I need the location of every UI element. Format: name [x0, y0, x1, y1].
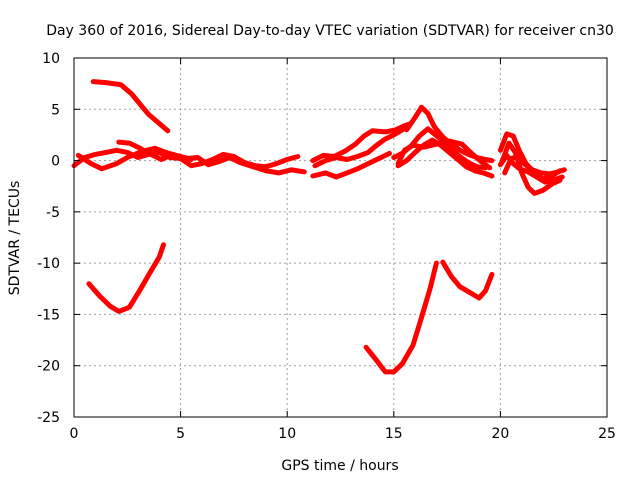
- series-line: [310, 121, 414, 164]
- series-line: [310, 150, 392, 180]
- series-line: [71, 147, 301, 170]
- data-series: [71, 79, 567, 375]
- y-tick-label: 5: [51, 102, 60, 118]
- axis-ticks: [73, 57, 608, 418]
- y-tick-label: -25: [37, 410, 60, 426]
- y-tick-label: -10: [37, 256, 60, 272]
- x-tick-label: 20: [491, 426, 509, 442]
- grid-lines: [74, 58, 607, 417]
- y-tick-label: 10: [42, 51, 60, 67]
- x-tick-label: 10: [278, 426, 296, 442]
- series-line: [90, 79, 171, 134]
- x-tick-label: 25: [598, 426, 616, 442]
- series-line: [395, 137, 495, 179]
- x-tick-label: 5: [176, 426, 185, 442]
- y-tick-label: 0: [51, 154, 60, 170]
- series-line: [363, 260, 439, 375]
- series-line: [395, 138, 493, 171]
- x-tick-label: 15: [385, 426, 403, 442]
- tick-labels: 0 5 10 15 20 25 -25 -20 -15 -10 -5 0 5 10: [37, 51, 616, 442]
- y-tick-label: -20: [37, 359, 60, 375]
- series-line: [312, 127, 405, 169]
- plot-frame: [73, 57, 608, 418]
- y-axis-label: SDTVAR / TECUs: [7, 181, 23, 296]
- x-tick-label: 0: [70, 426, 79, 442]
- series-line: [502, 154, 567, 177]
- chart-title: Day 360 of 2016, Sidereal Day-to-day VTE…: [46, 23, 614, 39]
- series-line: [86, 242, 166, 314]
- y-tick-label: -15: [37, 307, 60, 323]
- series-line: [116, 139, 194, 162]
- y-tick-label: -5: [46, 205, 60, 221]
- x-axis-label: GPS time / hours: [281, 458, 398, 474]
- series-line: [500, 140, 563, 196]
- series-line: [440, 259, 495, 301]
